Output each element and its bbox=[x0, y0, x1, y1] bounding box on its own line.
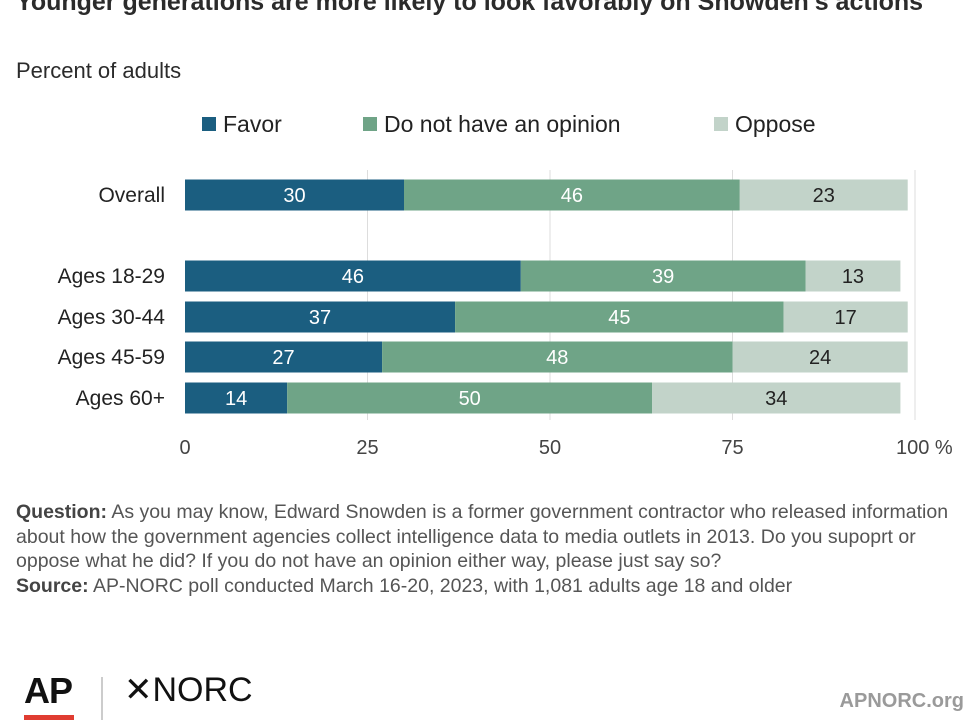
site-url: APNORC.org bbox=[839, 690, 964, 712]
bar-ages-60-do-not-have-an-opinion bbox=[287, 382, 653, 414]
bar-ages-18-29-favor bbox=[185, 260, 521, 292]
bar-ages-60-favor bbox=[185, 382, 288, 414]
data-label-ages-45-59-favor: 27 bbox=[272, 347, 294, 369]
bar-ages-18-29-do-not-have-an-opinion bbox=[520, 260, 806, 292]
x-tick-label-75: 75 bbox=[721, 437, 743, 459]
bar-ages-18-29-oppose bbox=[805, 260, 901, 292]
legend-item-favor: Favor bbox=[202, 108, 282, 140]
bar-overall-favor bbox=[185, 179, 404, 211]
data-label-ages-45-59-do-not-have-an-opinion: 48 bbox=[546, 347, 568, 369]
category-label-ages-45-59: Ages 45-59 bbox=[58, 346, 165, 369]
data-label-ages-30-44-do-not-have-an-opinion: 45 bbox=[608, 307, 630, 329]
legend-swatch-no-opinion bbox=[363, 117, 377, 131]
question-label: Question: bbox=[16, 501, 107, 523]
data-label-ages-18-29-favor: 46 bbox=[342, 266, 364, 288]
norc-logo: ✕NORC bbox=[124, 671, 253, 709]
data-label-ages-45-59-oppose: 24 bbox=[809, 347, 831, 369]
bar-ages-30-44-favor bbox=[185, 301, 456, 333]
data-label-ages-60-do-not-have-an-opinion: 50 bbox=[459, 388, 481, 410]
bar-ages-30-44-oppose bbox=[783, 301, 908, 333]
data-label-overall-oppose: 23 bbox=[813, 185, 835, 207]
source-label: Source: bbox=[16, 574, 89, 597]
chart-subtitle: Percent of adults bbox=[16, 58, 182, 83]
category-label-ages-18-29: Ages 18-29 bbox=[58, 265, 165, 288]
bar-overall-do-not-have-an-opinion bbox=[404, 179, 740, 211]
category-label-ages-60: Ages 60+ bbox=[76, 387, 165, 410]
legend-item-no-opinion: Do not have an opinion bbox=[363, 108, 621, 140]
data-label-ages-30-44-favor: 37 bbox=[309, 307, 331, 329]
chart-title: Younger generations are more likely to l… bbox=[16, 0, 924, 16]
x-tick-label-0: 0 bbox=[179, 437, 190, 459]
source-note: Source: AP-NORC poll conducted March 16-… bbox=[16, 574, 961, 599]
data-label-ages-30-44-oppose: 17 bbox=[835, 307, 857, 329]
bar-overall-oppose bbox=[739, 179, 908, 211]
data-label-overall-favor: 30 bbox=[283, 185, 305, 207]
legend-swatch-oppose bbox=[714, 117, 728, 131]
question-note: Question: As you may know, Edward Snowde… bbox=[16, 500, 961, 574]
ap-logo: AP bbox=[24, 670, 73, 711]
legend-swatch-favor bbox=[202, 117, 216, 131]
question-text: As you may know, Edward Snowden is a for… bbox=[16, 501, 949, 572]
bar-ages-45-59-do-not-have-an-opinion bbox=[382, 341, 733, 373]
x-tick-label-50: 50 bbox=[539, 437, 561, 459]
bar-ages-45-59-favor bbox=[185, 341, 383, 373]
x-tick-label-25: 25 bbox=[356, 437, 378, 459]
data-label-ages-60-oppose: 34 bbox=[765, 388, 787, 410]
x-tick-label-100: 100 % bbox=[896, 437, 953, 459]
bar-ages-45-59-oppose bbox=[732, 341, 908, 373]
chart-legend: Favor Do not have an opinion Oppose bbox=[0, 108, 980, 140]
bar-ages-60-oppose bbox=[652, 382, 901, 414]
data-label-ages-18-29-do-not-have-an-opinion: 39 bbox=[652, 266, 674, 288]
source-text: AP-NORC poll conducted March 16-20, 2023… bbox=[92, 574, 793, 597]
chart-footnote: Question: As you may know, Edward Snowde… bbox=[16, 500, 961, 598]
legend-label-oppose: Oppose bbox=[735, 110, 816, 137]
legend-item-oppose: Oppose bbox=[714, 108, 816, 140]
stacked-bar-chart: 30 46 23 Overall 46 39 13 Ages 18-29 37 45 17 Ages … bbox=[58, 170, 953, 459]
data-label-ages-60-favor: 14 bbox=[225, 388, 247, 410]
logo-divider bbox=[101, 677, 103, 720]
data-label-ages-18-29-oppose: 13 bbox=[842, 266, 864, 288]
data-label-overall-do-not-have-an-opinion: 46 bbox=[561, 185, 583, 207]
category-label-overall: Overall bbox=[98, 184, 165, 207]
legend-label-favor: Favor bbox=[223, 110, 282, 137]
category-label-ages-30-44: Ages 30-44 bbox=[58, 306, 166, 329]
legend-label-no-opinion: Do not have an opinion bbox=[384, 110, 621, 137]
ap-logo-bar bbox=[24, 715, 74, 720]
bar-ages-30-44-do-not-have-an-opinion bbox=[455, 301, 784, 333]
